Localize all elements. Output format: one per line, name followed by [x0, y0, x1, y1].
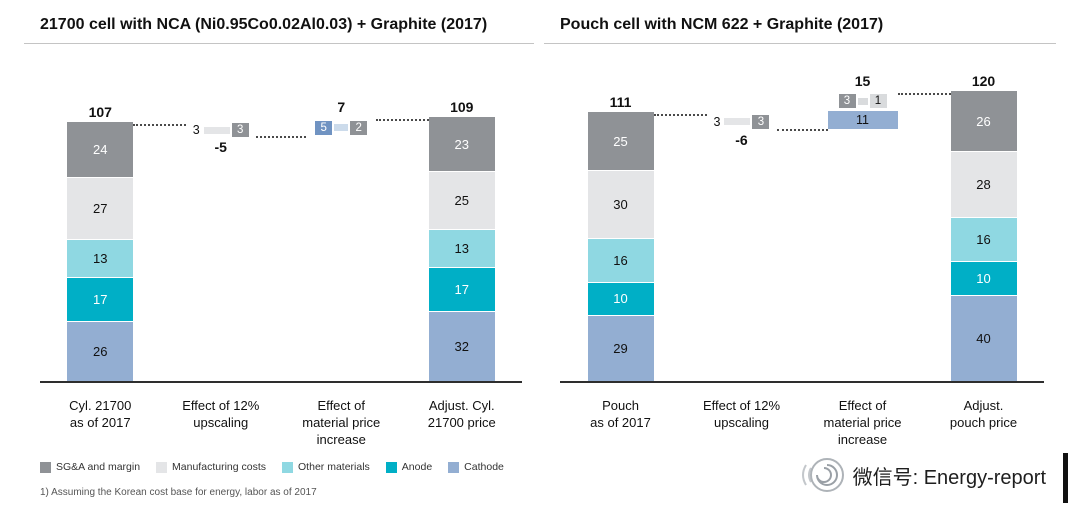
delta-bottom-label: -6: [735, 131, 748, 148]
delta-top-label: 7: [337, 99, 346, 116]
x-axis-category-label: Effect of material price increase: [302, 398, 381, 447]
delta-bottom-label: -5: [214, 139, 227, 156]
bar-segment-anode: 17: [428, 266, 495, 312]
waterfall-plot-left: 24 27 13 17 26 107 3 3 -5 5 2 7 23 25 13 17 32 109: [40, 64, 522, 383]
waterfall-connector: [133, 124, 186, 127]
chart-panel-left: 21700 cell with NCA (Ni0.95Co0.02Al0.03)…: [24, 8, 534, 450]
x-axis-category-label: Effect of 12% upscaling: [702, 398, 781, 430]
delta-piece: [334, 124, 349, 132]
delta-piece: 3: [838, 94, 856, 109]
legend-swatch: [282, 461, 294, 473]
delta-row: 11: [827, 111, 898, 129]
legend-item-mfg: Manufacturing costs: [156, 461, 266, 473]
legend-item-cathode: Cathode: [448, 461, 504, 473]
bar-segment-mfg: 30: [587, 170, 654, 239]
bar-total-label: 111: [609, 94, 632, 111]
legend-swatch: [385, 461, 397, 473]
delta-piece: [857, 97, 868, 105]
legend-item-anode: Anode: [385, 461, 433, 473]
bar-segment-anode: 17: [67, 276, 134, 322]
legend-swatch: [448, 461, 460, 473]
bar-segment-cathode: 40: [950, 294, 1017, 381]
wechat-banner: 微信号: Energy-report: [799, 452, 1046, 498]
delta-piece: [203, 126, 230, 134]
delta-piece: 3: [192, 123, 200, 138]
bar-segment-other: 13: [428, 228, 495, 267]
bar-segment-other: 13: [67, 238, 134, 277]
stacked-bar: 25 30 16 10 29: [587, 112, 654, 381]
bar-segment-sga: 26: [950, 90, 1017, 152]
bar-segment-anode: 10: [587, 281, 654, 316]
chart-title-right: Pouch cell with NCM 622 + Graphite (2017…: [544, 8, 1056, 44]
delta-top-label: 15: [854, 72, 871, 89]
delta-bar: 3 1 11: [827, 93, 898, 129]
legend-label: Anode: [401, 461, 433, 473]
delta-piece: 5: [315, 120, 333, 135]
waterfall-connector: [897, 92, 951, 95]
x-axis-category-label: Adjust. Cyl. 21700 price: [427, 398, 496, 430]
bar-segment-mfg: 27: [67, 177, 134, 239]
legend-item-other: Other materials: [282, 461, 370, 473]
delta-piece: 2: [350, 120, 368, 135]
waterfall-plot-right: 25 30 16 10 29 111 3 3 -6 3 1 11 15 26 28 16 10 40 120: [560, 64, 1044, 383]
delta-piece: 11: [827, 111, 898, 129]
delta-piece: 1: [869, 94, 887, 109]
bar-segment-mfg: 28: [950, 151, 1017, 217]
legend-label: SG&A and margin: [56, 461, 141, 473]
wechat-handle: 微信号: Energy-report: [852, 466, 1046, 489]
bar-segment-mfg: 25: [428, 170, 495, 229]
stacked-bar: 24 27 13 17 26: [67, 122, 134, 381]
stacked-bar: 26 28 16 10 40: [950, 90, 1017, 381]
chart-panel-right: Pouch cell with NCM 622 + Graphite (2017…: [544, 8, 1056, 450]
legend: SG&A and margin Manufacturing costs Other …: [40, 461, 504, 473]
x-axis-category-label: Effect of 12% upscaling: [182, 398, 260, 430]
waterfall-connector: [255, 136, 307, 139]
bar-total-label: 109: [450, 99, 474, 116]
legend-label: Other materials: [298, 461, 370, 473]
delta-piece: 3: [231, 123, 249, 138]
delta-piece: 3: [713, 114, 721, 129]
waterfall-connector: [376, 119, 429, 122]
bar-segment-sga: 23: [428, 117, 495, 171]
decorative-vertical-bar: [1063, 453, 1068, 503]
footnote: 1) Assuming the Korean cost base for ene…: [40, 487, 317, 498]
x-axis-labels-right: Pouch as of 2017 Effect of 12% upscaling E…: [560, 392, 1044, 447]
delta-piece: 3: [752, 114, 770, 129]
wechat-logo-icon: [801, 458, 844, 492]
stacked-bar: 23 25 13 17 32: [428, 117, 495, 382]
chart-title-left: 21700 cell with NCA (Ni0.95Co0.02Al0.03)…: [24, 8, 534, 44]
waterfall-connector: [776, 128, 828, 131]
x-axis-category-label: Cyl. 21700 as of 2017: [69, 398, 132, 430]
bar-segment-cathode: 32: [428, 311, 495, 382]
legend-item-sga: SG&A and margin: [40, 461, 140, 473]
legend-swatch: [40, 461, 51, 473]
x-axis-category-label: Effect of material price increase: [823, 398, 902, 447]
bar-segment-cathode: 26: [67, 321, 134, 381]
bar-total-label: 107: [88, 104, 112, 121]
bar-segment-anode: 10: [950, 260, 1017, 295]
x-axis-category-label: Adjust. pouch price: [949, 398, 1018, 430]
bar-segment-other: 16: [950, 216, 1017, 261]
bar-total-label: 120: [971, 72, 996, 89]
bar-segment-sga: 24: [67, 122, 134, 178]
waterfall-connector: [653, 114, 707, 117]
legend-label: Cathode: [464, 461, 504, 473]
bar-segment-other: 16: [587, 238, 654, 282]
bar-segment-sga: 25: [587, 112, 654, 171]
legend-label: Manufacturing costs: [172, 461, 267, 473]
legend-swatch: [156, 461, 168, 473]
bar-segment-cathode: 29: [587, 315, 654, 381]
delta-piece: [724, 118, 751, 126]
x-axis-labels-left: Cyl. 21700 as of 2017 Effect of 12% upsca…: [40, 392, 522, 447]
x-axis-category-label: Pouch as of 2017: [590, 398, 651, 430]
